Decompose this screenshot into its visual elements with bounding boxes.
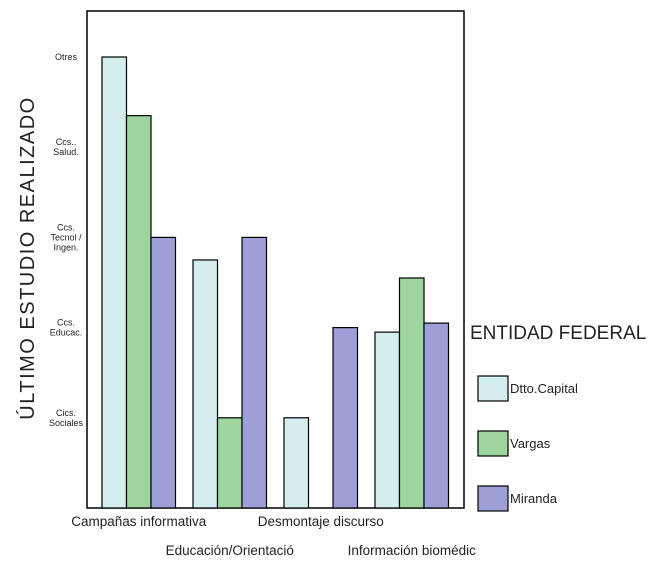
x-tick-label: Información biomédic	[348, 543, 477, 558]
y-tick-label-line: Ccs.	[57, 222, 75, 232]
y-tick-label-line: Sociales	[49, 418, 84, 428]
y-tick-label-line: Cics.	[56, 408, 76, 418]
legend-label: Dtto.Capital	[510, 381, 578, 396]
y-tick-label-line: Educac.	[50, 328, 83, 338]
bar-miranda-1	[241, 236, 268, 509]
y-tick-label-line: Tecnol /	[50, 232, 82, 242]
bar-dtto-capital-3	[374, 331, 401, 509]
x-tick-label: Desmontaje discurso	[258, 514, 384, 529]
legend-swatch-dtto-capital	[477, 375, 509, 402]
bar-dtto-capital-1	[192, 259, 219, 509]
legend-swatch-vargas	[477, 430, 509, 457]
bar-dtto-capital-2	[283, 417, 310, 509]
bar-miranda-2	[332, 327, 359, 509]
bars	[101, 56, 450, 509]
y-tick-label: Ccs.Educac.	[50, 318, 83, 338]
y-tick-label: Otres	[55, 52, 78, 62]
bar-miranda-0	[150, 236, 177, 509]
y-axis-label: ÚLTIMO ESTUDIO REALIZADO	[16, 96, 39, 419]
bar-vargas-1	[216, 417, 243, 509]
y-tick-label-line: Ccs.	[57, 318, 75, 328]
x-tick-label: Campañas informativa	[71, 514, 207, 529]
bar-dtto-capital-0	[101, 56, 128, 509]
legend-swatch-miranda	[477, 485, 509, 512]
bar-vargas-3	[398, 277, 425, 509]
legend-label: Vargas	[510, 436, 551, 451]
legend-items: Dtto.Capital Vargas Miranda	[477, 375, 578, 512]
y-tick-label-line: Otres	[55, 52, 78, 62]
x-tick-labels: Campañas informativa Educación/Orientació…	[71, 514, 476, 558]
bar-miranda-3	[423, 322, 450, 509]
x-tick-label: Educación/Orientació	[166, 543, 294, 558]
legend: ENTIDAD FEDERAL Dtto.Capital Vargas Mirand…	[470, 323, 646, 512]
y-tick-label: Ccs..Salud.	[53, 137, 79, 157]
bar-vargas-0	[125, 115, 152, 509]
legend-label: Miranda	[510, 491, 558, 506]
y-tick-label-line: Salud.	[53, 147, 79, 157]
y-tick-label: Ccs.Tecnol /Ingen.	[50, 222, 82, 252]
y-tick-label: Cics.Sociales	[49, 408, 84, 428]
legend-title: ENTIDAD FEDERAL	[470, 323, 646, 344]
y-tick-label-line: Ingen.	[53, 242, 78, 252]
y-tick-label-line: Ccs..	[56, 137, 77, 147]
